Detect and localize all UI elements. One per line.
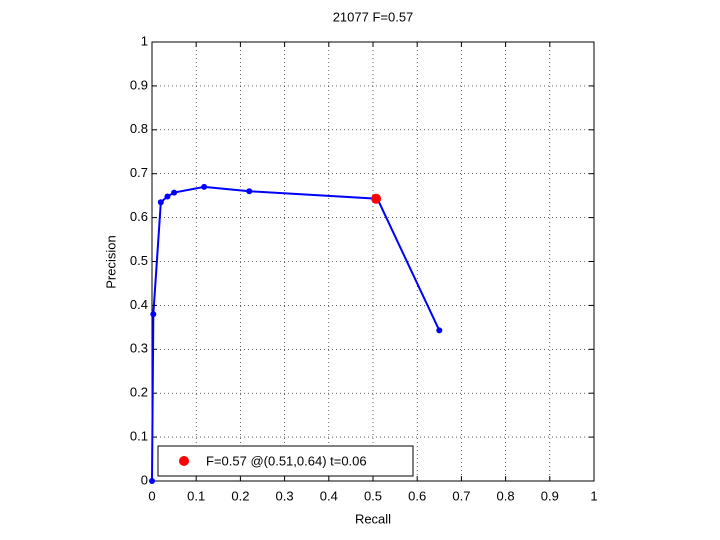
- x-tick-label: 1: [590, 488, 597, 503]
- legend-marker: [179, 456, 189, 466]
- y-tick-label: 0.6: [130, 209, 148, 224]
- x-tick-label: 0.2: [231, 488, 249, 503]
- data-point: [171, 189, 178, 196]
- y-tick-label: 0.3: [130, 341, 148, 356]
- y-tick-label: 1: [141, 33, 148, 48]
- x-tick-label: 0.3: [276, 488, 294, 503]
- data-point: [157, 199, 164, 206]
- data-point: [246, 188, 253, 195]
- y-tick-label: 0: [141, 472, 148, 487]
- x-axis-label: Recall: [355, 511, 391, 526]
- y-tick-label: 0.9: [130, 77, 148, 92]
- plot-frame: [151, 41, 595, 482]
- data-point: [371, 193, 382, 204]
- y-axis-label: Precision: [103, 235, 118, 288]
- y-tick-label: 0.5: [130, 253, 148, 268]
- data-point: [150, 311, 157, 318]
- data-point: [436, 327, 443, 334]
- x-tick-label: 0.5: [364, 488, 382, 503]
- legend: F=0.57 @(0.51,0.64) t=0.06: [157, 445, 414, 477]
- x-tick-label: 0.1: [187, 488, 205, 503]
- data-point: [201, 183, 208, 190]
- x-tick-label: 0.8: [497, 488, 515, 503]
- y-tick-label: 0.4: [130, 297, 148, 312]
- x-tick-label: 0.7: [452, 488, 470, 503]
- y-tick-label: 0.8: [130, 121, 148, 136]
- legend-label: F=0.57 @(0.51,0.64) t=0.06: [206, 453, 367, 468]
- y-tick-label: 0.7: [130, 165, 148, 180]
- x-tick-label: 0: [148, 488, 155, 503]
- y-tick-label: 0.1: [130, 429, 148, 444]
- x-tick-label: 0.4: [320, 488, 338, 503]
- data-point: [149, 478, 155, 484]
- y-tick-label: 0.2: [130, 385, 148, 400]
- data-point: [164, 193, 171, 200]
- chart-title: 21077 F=0.57: [333, 9, 414, 24]
- legend-box: [157, 445, 414, 477]
- x-tick-label: 0.6: [408, 488, 426, 503]
- x-tick-label: 0.9: [541, 488, 559, 503]
